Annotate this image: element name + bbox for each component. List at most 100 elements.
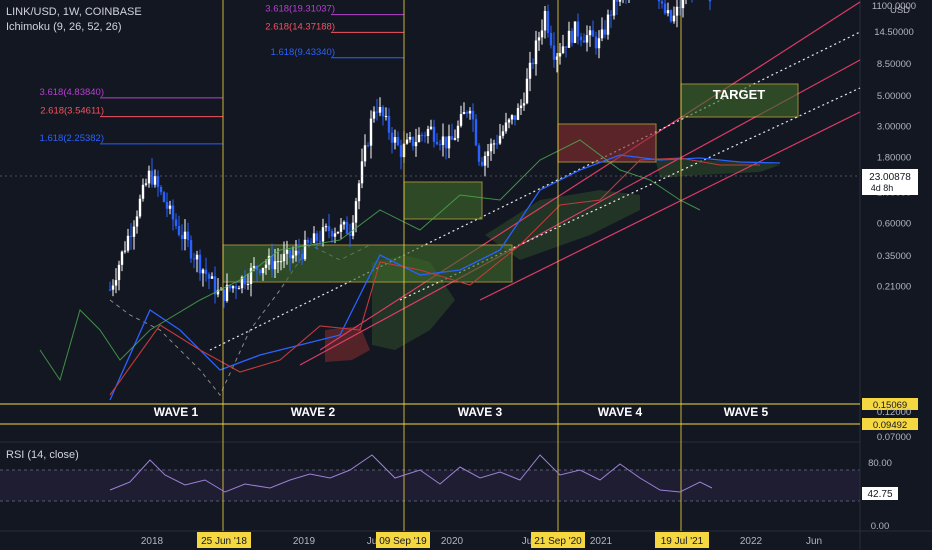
candle-body bbox=[666, 10, 670, 14]
candle-body bbox=[195, 254, 199, 260]
candle-body bbox=[324, 226, 328, 228]
date-tag-label: 25 Jun '18 bbox=[201, 536, 247, 547]
price-tick: 0.21000 bbox=[877, 282, 911, 293]
candle-body bbox=[501, 131, 505, 136]
candle-body bbox=[312, 233, 316, 243]
fib-level-label: 2.618(3.54611) bbox=[40, 106, 104, 117]
candle-body bbox=[129, 235, 133, 237]
candle-body bbox=[597, 38, 601, 49]
rsi-tick: 0.00 bbox=[871, 521, 890, 532]
channel-line bbox=[209, 31, 861, 351]
wave-label: WAVE 3 bbox=[458, 405, 503, 419]
candle-body bbox=[138, 198, 142, 217]
candle-body bbox=[426, 128, 430, 136]
candle-body bbox=[201, 269, 205, 274]
candle-body bbox=[411, 136, 415, 147]
candle-body bbox=[483, 155, 487, 166]
lagging-span bbox=[39, 139, 701, 382]
candle-body bbox=[168, 205, 172, 209]
candle-body bbox=[618, 0, 622, 2]
wave-label: WAVE 1 bbox=[154, 405, 199, 419]
time-tick: 2020 bbox=[441, 536, 464, 547]
candle-body bbox=[582, 40, 586, 43]
fib-level-label: 1.618(2.25382) bbox=[40, 133, 104, 144]
candle-body bbox=[192, 258, 196, 260]
candle-body bbox=[177, 225, 181, 235]
rsi-line bbox=[109, 454, 713, 493]
candle-body bbox=[663, 3, 667, 14]
candle-body bbox=[585, 35, 589, 43]
candle-body bbox=[153, 176, 157, 185]
candle-body bbox=[519, 105, 523, 109]
candle-body bbox=[162, 192, 166, 202]
candle-body bbox=[327, 226, 331, 231]
time-tick: Ju bbox=[522, 536, 533, 547]
candle-body bbox=[423, 135, 427, 137]
candle-body bbox=[243, 276, 247, 285]
level-tag-label: 0.15069 bbox=[873, 400, 907, 411]
date-tag-label: 21 Sep '20 bbox=[534, 536, 582, 547]
candle-body bbox=[321, 227, 325, 242]
price-unit: USD bbox=[890, 5, 910, 16]
candle-body bbox=[570, 30, 574, 43]
current-price-tag bbox=[862, 169, 918, 195]
candle-body bbox=[279, 261, 283, 263]
candle-body bbox=[147, 170, 151, 184]
price-tick: 0.35000 bbox=[877, 251, 911, 262]
candle-body bbox=[471, 110, 475, 120]
price-tick: 0.07000 bbox=[877, 432, 911, 443]
candle-body bbox=[132, 226, 136, 237]
candle-body bbox=[438, 144, 442, 146]
candle-body bbox=[372, 111, 376, 119]
candle-body bbox=[474, 119, 478, 146]
candle-body bbox=[159, 186, 163, 193]
candle-body bbox=[573, 21, 577, 43]
price-tick: 3.00000 bbox=[877, 122, 911, 133]
candle-body bbox=[300, 253, 304, 260]
candle-body bbox=[549, 32, 553, 46]
candle-body bbox=[657, 0, 661, 2]
candle-body bbox=[405, 139, 409, 144]
wave-label: WAVE 2 bbox=[291, 405, 336, 419]
candle-body bbox=[441, 136, 445, 145]
channel-line bbox=[479, 111, 861, 301]
candle-body bbox=[315, 233, 319, 241]
candle-body bbox=[552, 45, 556, 60]
fib-target-box bbox=[680, 83, 799, 118]
candle-body bbox=[462, 111, 466, 115]
candle-body bbox=[216, 289, 220, 295]
candle-body bbox=[603, 29, 607, 35]
candle-body bbox=[681, 0, 685, 9]
price-tick: 1.80000 bbox=[877, 152, 911, 163]
candle-body bbox=[600, 29, 604, 39]
candle-body bbox=[510, 115, 514, 120]
candle-body bbox=[165, 201, 169, 209]
candle-body bbox=[240, 276, 244, 289]
candle-body bbox=[291, 255, 295, 259]
candle-body bbox=[213, 276, 217, 295]
candle-body bbox=[156, 176, 160, 187]
candle-body bbox=[429, 126, 433, 129]
rsi-label[interactable]: RSI (14, close) bbox=[6, 449, 79, 461]
time-tick: 2021 bbox=[590, 536, 613, 547]
candle-body bbox=[348, 233, 352, 236]
candle-body bbox=[498, 135, 502, 144]
candle-body bbox=[513, 115, 517, 120]
candle-body bbox=[264, 264, 268, 269]
candle-body bbox=[255, 265, 259, 271]
rsi-value-tag bbox=[862, 487, 898, 500]
candle-body bbox=[150, 170, 154, 185]
price-tick: 0.12000 bbox=[877, 407, 911, 418]
candle-body bbox=[534, 40, 538, 65]
candle-body bbox=[489, 143, 493, 152]
time-tick: 2018 bbox=[141, 536, 164, 547]
candle-body bbox=[363, 145, 367, 162]
candle-body bbox=[453, 138, 457, 140]
candle-body bbox=[555, 56, 559, 60]
candle-body bbox=[468, 110, 472, 114]
candle-body bbox=[267, 255, 271, 265]
candle-body bbox=[252, 265, 256, 268]
indicator-label[interactable]: Ichimoku (9, 26, 52, 26) bbox=[6, 21, 122, 33]
candle-body bbox=[537, 37, 541, 41]
